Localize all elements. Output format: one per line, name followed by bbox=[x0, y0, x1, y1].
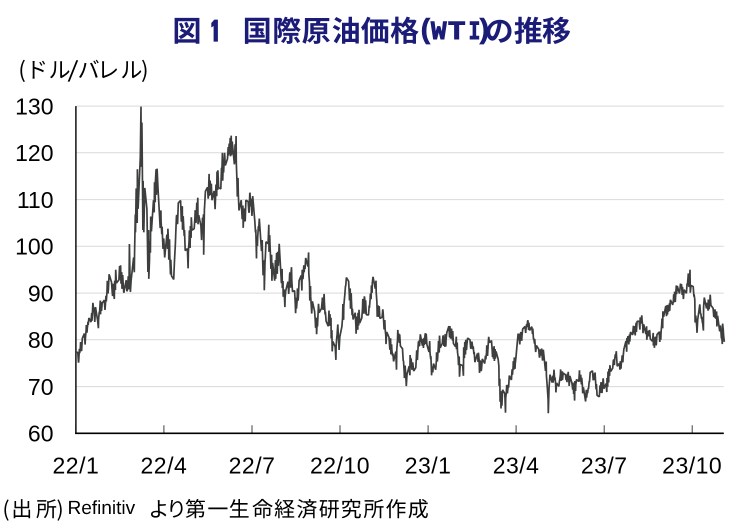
svg-text:80: 80 bbox=[28, 327, 54, 353]
svg-text:23/1: 23/1 bbox=[405, 453, 452, 479]
svg-text:120: 120 bbox=[15, 140, 53, 166]
svg-text:60: 60 bbox=[28, 421, 54, 447]
svg-text:23/7: 23/7 bbox=[581, 453, 628, 479]
svg-text:22/1: 22/1 bbox=[53, 453, 100, 479]
svg-text:22/10: 22/10 bbox=[310, 453, 370, 479]
svg-text:100: 100 bbox=[15, 234, 53, 260]
svg-text:130: 130 bbox=[15, 93, 53, 119]
svg-text:22/7: 22/7 bbox=[229, 453, 276, 479]
svg-text:110: 110 bbox=[17, 187, 54, 213]
svg-text:70: 70 bbox=[28, 374, 54, 400]
svg-text:90: 90 bbox=[28, 280, 54, 306]
svg-text:22/4: 22/4 bbox=[141, 453, 188, 479]
svg-text:23/4: 23/4 bbox=[493, 453, 540, 479]
svg-text:23/10: 23/10 bbox=[662, 453, 722, 479]
